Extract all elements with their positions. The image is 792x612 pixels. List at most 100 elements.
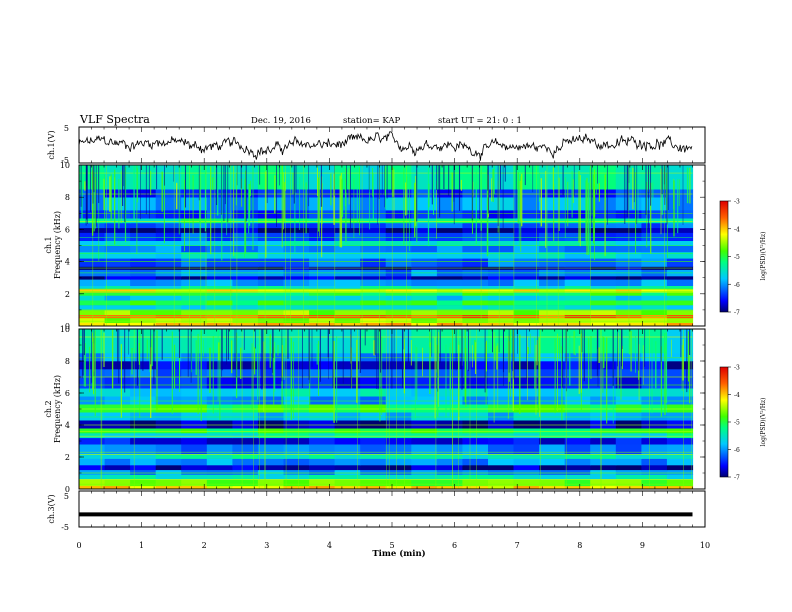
ch1-spectrogram-band bbox=[232, 289, 259, 293]
ch2-spectrogram-band bbox=[130, 485, 157, 490]
ch2-spectrogram-band bbox=[385, 388, 412, 397]
ch1-spectrogram-band bbox=[513, 305, 540, 311]
ch1-spectrogram-band bbox=[283, 322, 310, 327]
ch1-spectrogram-band bbox=[130, 189, 157, 198]
ch1-spectrogram-band bbox=[462, 223, 489, 229]
ch2-spectrogram-band bbox=[513, 396, 540, 405]
ch1-spectrogram-band bbox=[590, 251, 617, 259]
ch1-spectrogram-band bbox=[436, 309, 464, 315]
ch1-spectrogram-band bbox=[283, 240, 310, 246]
ch2-spectrogram-band bbox=[590, 388, 617, 397]
ch1-spectrogram-band bbox=[436, 240, 464, 246]
ch2-spectrogram-band bbox=[641, 453, 668, 459]
ch1-spectrogram-band bbox=[436, 317, 464, 323]
ch2-spectrogram-ytick-label: 0 bbox=[65, 485, 70, 494]
ch1-spectrogram-band bbox=[590, 285, 617, 290]
ch1-spectrogram-band bbox=[181, 279, 208, 286]
ch2-spectrogram-band bbox=[411, 474, 438, 480]
ch2-spectrogram-band bbox=[564, 404, 591, 413]
ch1-spectrogram-band bbox=[360, 322, 387, 327]
date-label: Dec. 19, 2016 bbox=[251, 116, 311, 126]
ch2-spectrogram-band bbox=[564, 377, 591, 389]
ch1-spectrogram-band bbox=[590, 258, 617, 267]
ch3-waveform-panel: 5 -5 ch.3(V) bbox=[47, 490, 706, 532]
ch2-spectrogram-band bbox=[488, 388, 515, 397]
ch1-spectrogram-band bbox=[462, 232, 489, 241]
ch1-spectrogram-band bbox=[666, 251, 694, 259]
ch1-spectrogram-band bbox=[385, 295, 412, 301]
ch2-spectrogram-band bbox=[257, 444, 285, 455]
ch2-spectrogram-band bbox=[411, 444, 438, 455]
ch1-spectrogram-band bbox=[590, 295, 617, 301]
ch1-spectrogram-band bbox=[666, 292, 694, 296]
ch2-spectrogram-band bbox=[104, 444, 131, 455]
ch1-spectrogram-band bbox=[666, 285, 694, 290]
time-axis-tick-label: 0 bbox=[76, 541, 81, 550]
ch2-spectrogram-band bbox=[615, 353, 642, 362]
ch1-spectrogram-band bbox=[130, 317, 157, 323]
ch1-spectrogram-band bbox=[79, 292, 106, 296]
ch1-spectrogram-band bbox=[334, 210, 361, 219]
ch1-spectrogram-band bbox=[257, 295, 285, 301]
ch1-spectrogram-band bbox=[104, 240, 131, 246]
ch1-spectrogram-band bbox=[130, 322, 157, 327]
ch1-spectrogram-band bbox=[104, 223, 131, 229]
ch1-spectrogram-band bbox=[666, 165, 694, 190]
ch2-spectrogram-band bbox=[488, 369, 515, 378]
ch2-spectrogram-band bbox=[130, 369, 157, 378]
ch2-spectrogram-band bbox=[513, 433, 540, 439]
ch2-spectrogram-band bbox=[283, 485, 310, 490]
ch1-spectrogram-band bbox=[411, 279, 438, 286]
ch1-spectrogram-ytick-label: 6 bbox=[65, 225, 70, 234]
ch1-spectrogram-band bbox=[436, 218, 464, 224]
ch2-spectrogram-band bbox=[155, 453, 182, 459]
ch1-spectrogram-band bbox=[641, 223, 668, 229]
ch2-spectrogram-band bbox=[513, 453, 540, 459]
ch2-spectrogram-band bbox=[283, 474, 310, 480]
ch1-spectrogram-ytick-label: 8 bbox=[65, 193, 70, 202]
ch2-spectrogram-band bbox=[641, 465, 668, 471]
ch1-spectrogram-band bbox=[666, 317, 694, 323]
ch1-spectrogram-band bbox=[181, 305, 208, 311]
ch1-spectrogram-band bbox=[436, 165, 464, 190]
ch1-spectrogram-ytick-labels: 0 2 4 6 8 10 bbox=[60, 161, 705, 331]
ch2-spectrogram-band bbox=[462, 458, 489, 466]
ch1-spectrogram-band bbox=[488, 232, 515, 241]
ch2-spectrogram-band bbox=[590, 474, 617, 480]
ch2-spectrogram-band bbox=[590, 465, 617, 471]
ch2-spectrogram-band bbox=[666, 465, 694, 471]
ch1-spectrogram-band bbox=[257, 279, 285, 286]
ch2-spectrogram-band bbox=[309, 474, 336, 480]
ch1-spectrogram-band bbox=[590, 232, 617, 241]
time-axis-tick-label: 7 bbox=[515, 541, 520, 550]
ch2-spectrogram-band bbox=[309, 479, 336, 487]
ch1-spectrogram-band bbox=[155, 258, 182, 267]
ch1-spectrogram-band bbox=[564, 210, 591, 219]
ch2-spectrogram-band bbox=[666, 458, 694, 466]
ch2-spectrogram-band bbox=[309, 329, 336, 354]
ch2-spectrogram-band bbox=[155, 433, 182, 439]
ch2-spectrogram-band bbox=[539, 377, 566, 389]
ch2-spectrogram-band bbox=[334, 474, 361, 480]
ch2-spectrogram-band bbox=[513, 377, 540, 389]
ch2-spectrogram-band bbox=[641, 404, 668, 413]
ch2-spectrogram-band bbox=[79, 469, 106, 475]
ch2-spectrogram-band bbox=[104, 369, 131, 378]
ch1-spectrogram-band bbox=[462, 258, 489, 267]
ch2-spectrogram-band bbox=[411, 369, 438, 378]
ch2-spectrogram-band bbox=[564, 420, 591, 429]
ch1-waveform-ytick-bottom: -5 bbox=[61, 156, 69, 165]
ch1-spectrogram-band bbox=[641, 210, 668, 219]
ch2-spectrogram-band bbox=[590, 437, 617, 445]
ch2-spectrogram-band bbox=[232, 396, 259, 405]
ch1-spectrogram-band bbox=[155, 292, 182, 296]
ch1-spectrogram-band bbox=[564, 300, 591, 306]
ch2-spectrogram-band bbox=[130, 453, 157, 459]
ch1-spectrogram-band bbox=[334, 218, 361, 224]
ch2-spectrogram-band bbox=[666, 479, 694, 487]
ch1-spectrogram-band bbox=[590, 322, 617, 327]
ch1-spectrogram-band bbox=[513, 289, 540, 293]
ch2-spectrogram-band bbox=[615, 437, 642, 445]
ch1-spectrogram-band bbox=[513, 232, 540, 241]
ch2-spectrogram-band bbox=[309, 437, 336, 445]
